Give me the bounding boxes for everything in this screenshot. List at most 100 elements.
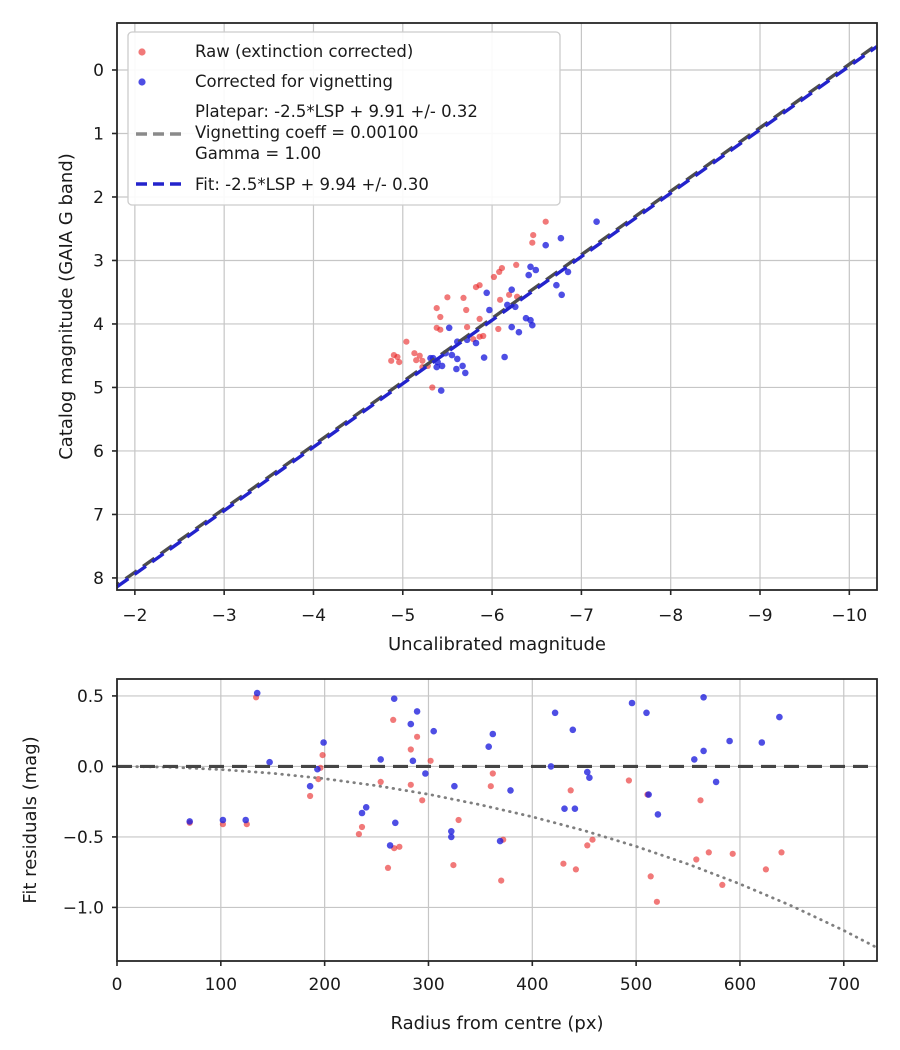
scatter-point xyxy=(705,849,712,856)
scatter-point xyxy=(762,866,770,873)
scatter-point xyxy=(419,797,426,804)
scatter-point xyxy=(377,778,384,786)
scatter-point xyxy=(515,328,523,336)
scatter-point xyxy=(547,763,555,770)
legend-label: Vignetting coeff = 0.00100 xyxy=(195,123,419,142)
scatter-point xyxy=(542,218,549,225)
scatter-point xyxy=(433,363,441,371)
scatter-point xyxy=(485,743,493,750)
scatter-point xyxy=(438,362,446,370)
scatter-point xyxy=(529,239,536,246)
subplot-magnitude-calibration: −2 −3 −4 −5 −6 −7 −8 −9 −10 0 1 2 3 4 5 6 7 8 Uncalibrated… xyxy=(56,22,878,655)
x-tick-label: −9 xyxy=(747,606,772,626)
scatter-point xyxy=(584,842,591,849)
scatter-point xyxy=(551,709,559,717)
y-tick-label: 0.0 xyxy=(77,757,104,777)
scatter-point xyxy=(407,781,414,788)
scatter-point xyxy=(643,709,650,717)
scatter-point xyxy=(306,782,314,790)
y-tick-label: 6 xyxy=(93,442,104,462)
scatter-point xyxy=(455,816,462,824)
y-tick-label: −1.0 xyxy=(63,898,104,918)
x-tick-label: −8 xyxy=(658,606,683,626)
scatter-point xyxy=(390,716,397,724)
scatter-point xyxy=(451,782,458,790)
scatter-point xyxy=(691,756,698,763)
scatter-point xyxy=(315,776,322,783)
plot-border xyxy=(116,678,878,962)
scatter-point xyxy=(437,387,445,394)
scatter-point xyxy=(464,324,471,331)
scatter-point xyxy=(219,816,227,824)
scatter-point xyxy=(527,316,534,324)
x-tick-label: −7 xyxy=(569,606,594,626)
scatter-point xyxy=(700,747,707,755)
scatter-point xyxy=(242,816,249,824)
scatter-point xyxy=(712,778,720,786)
scatter-point xyxy=(508,286,515,294)
scatter-point xyxy=(427,757,434,764)
x-tick-label: 300 xyxy=(412,975,444,995)
legend-label: Corrected for vignetting xyxy=(195,72,393,91)
legend: Raw (extinction corrected) Corrected for … xyxy=(127,31,561,206)
y-axis-label: Fit residuals (mag) xyxy=(20,736,41,903)
y-tick-label: −0.5 xyxy=(63,828,104,848)
x-tick-label: 600 xyxy=(724,975,756,995)
scatter-point xyxy=(472,339,480,347)
scatter-point xyxy=(355,831,362,838)
scatter-point xyxy=(358,823,366,831)
scatter-point xyxy=(459,362,466,370)
scatter-point xyxy=(388,357,395,364)
scatter-point xyxy=(433,305,440,312)
scatter-point xyxy=(437,326,444,333)
scatter-point xyxy=(625,777,633,784)
scatter-point xyxy=(462,369,469,377)
y-tick-label: 5 xyxy=(93,379,104,399)
scatter-point xyxy=(253,689,261,697)
scatter-point xyxy=(362,804,370,811)
scatter-point xyxy=(758,739,766,746)
scatter-point xyxy=(527,263,534,271)
scatter-point xyxy=(700,694,707,701)
legend-label: Fit: -2.5*LSP + 9.94 +/- 0.30 xyxy=(195,175,429,194)
scatter-point xyxy=(480,354,488,361)
scatter-point xyxy=(525,271,532,279)
scatter-point xyxy=(486,306,493,314)
x-tick-label: 500 xyxy=(620,975,652,995)
scatter-point xyxy=(490,273,497,281)
scatter-point xyxy=(569,726,577,734)
scatter-point xyxy=(557,234,565,242)
scatter-point xyxy=(390,695,398,702)
scatter-point xyxy=(778,849,785,856)
scatter-point xyxy=(384,864,392,872)
platepar-line xyxy=(116,43,878,587)
y-axis-label: Catalog magnitude (GAIA G band) xyxy=(56,153,77,460)
scatter-point xyxy=(407,746,414,753)
legend-marker-dot xyxy=(138,48,146,56)
scatter-point xyxy=(564,268,572,276)
scatter-point xyxy=(529,321,536,329)
scatter-point xyxy=(319,752,326,759)
scatter-point xyxy=(444,294,451,301)
scatter-point xyxy=(476,315,483,322)
legend-marker-dot xyxy=(138,78,146,86)
scatter-point xyxy=(593,218,600,225)
x-tick-label: −4 xyxy=(301,606,326,626)
y-tick-label: 1 xyxy=(93,125,104,145)
scatter-point xyxy=(377,756,385,763)
scatter-point xyxy=(697,797,704,804)
scatter-point xyxy=(572,866,580,873)
scatter-point xyxy=(483,289,491,297)
scatter-point xyxy=(476,333,483,340)
scatter-point xyxy=(489,730,497,738)
scatter-point xyxy=(448,828,455,835)
y-tick-label: 8 xyxy=(93,569,104,589)
scatter-point xyxy=(411,350,418,357)
scatter-point xyxy=(647,873,654,880)
legend-label: Platepar: -2.5*LSP + 9.91 +/- 0.32 xyxy=(195,102,478,121)
scatter-point xyxy=(463,306,470,314)
legend-label: Gamma = 1.00 xyxy=(195,144,321,163)
scatter-point xyxy=(508,323,515,331)
scatter-point xyxy=(776,713,783,721)
